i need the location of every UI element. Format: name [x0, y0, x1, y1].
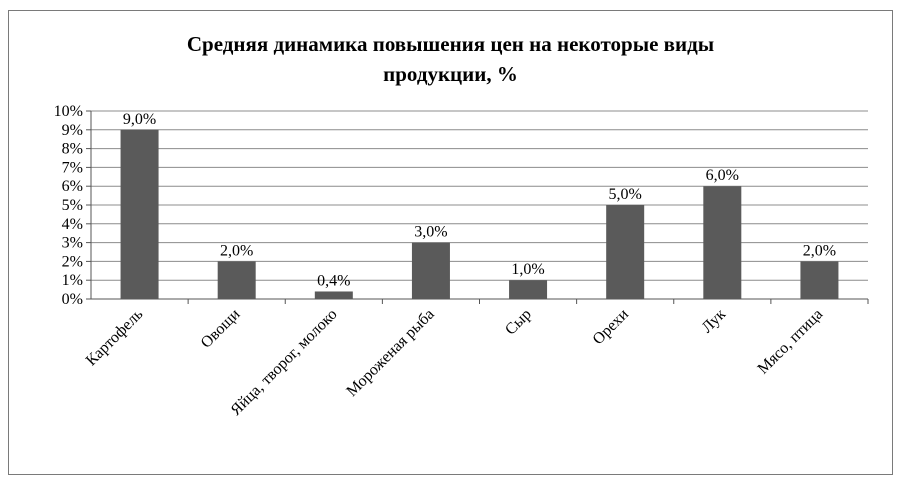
x-category-label: Мороженая рыба: [343, 306, 437, 400]
x-category-label: Картофель: [83, 306, 147, 370]
data-label: 5,0%: [609, 186, 642, 203]
y-tick-label: 0%: [62, 291, 83, 308]
bar: [800, 261, 839, 299]
y-tick-label: 8%: [62, 141, 83, 158]
data-label: 3,0%: [414, 224, 447, 241]
x-category-label: Лук: [699, 306, 730, 337]
x-category-label: Яйца, творог, молоко: [228, 306, 341, 419]
x-category-label: Мясо, птица: [755, 306, 827, 378]
y-tick-label: 1%: [62, 272, 83, 289]
bar: [606, 205, 645, 299]
chart-title-line-2: продукции, %: [383, 62, 518, 86]
bar: [509, 280, 548, 299]
y-tick-label: 3%: [62, 235, 83, 252]
y-tick-label: 5%: [62, 197, 83, 214]
chart-title-line-1: Средняя динамика повышения цен на некото…: [186, 32, 715, 56]
data-label: 6,0%: [706, 167, 739, 184]
data-label: 2,0%: [803, 242, 836, 259]
bar: [703, 186, 742, 299]
chart-title: Средняя динамика повышения цен на некото…: [9, 29, 892, 89]
bar: [120, 129, 159, 299]
y-tick-label: 10%: [54, 103, 83, 120]
bar: [314, 291, 353, 299]
y-tick-label: 2%: [62, 253, 83, 270]
data-label: 2,0%: [220, 242, 253, 259]
data-label: 9,0%: [123, 111, 156, 128]
bar: [411, 242, 450, 299]
x-category-label: Сыр: [502, 306, 535, 339]
y-tick-label: 9%: [62, 122, 83, 139]
y-tick-label: 7%: [62, 159, 83, 176]
y-tick-label: 6%: [62, 178, 83, 195]
bar: [217, 261, 256, 299]
data-label: 1,0%: [511, 261, 544, 278]
x-category-label: Орехи: [590, 306, 633, 349]
data-label: 0,4%: [317, 272, 350, 289]
x-category-label: Овощи: [198, 306, 244, 352]
y-tick-label: 4%: [62, 216, 83, 233]
